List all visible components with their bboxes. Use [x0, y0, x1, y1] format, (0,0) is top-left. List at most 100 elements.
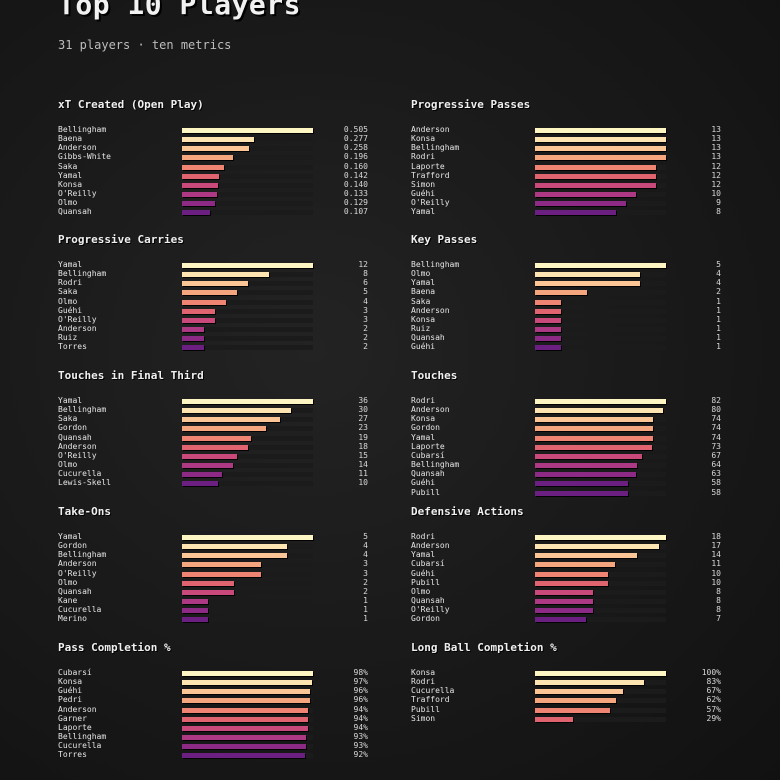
value-label: 58	[711, 478, 721, 488]
value-label: 0.277	[343, 134, 368, 144]
category-label: Anderson	[58, 324, 97, 334]
bar-row: Yamal 0.142	[58, 170, 370, 181]
value-label: 64	[711, 460, 721, 470]
value-label: 13	[711, 152, 721, 162]
value-label: 11	[711, 559, 721, 569]
category-label: Cubarsí	[411, 450, 445, 460]
bar-track	[535, 173, 666, 179]
value-label: 1	[716, 305, 721, 315]
value-label: 0.129	[343, 198, 368, 208]
bar	[182, 535, 313, 540]
value-label: 18	[358, 441, 368, 451]
bar	[535, 192, 636, 198]
category-label: Konsa	[58, 677, 83, 687]
bar-track	[535, 472, 666, 478]
bar-track	[182, 689, 313, 695]
bar-row: Olmo 4	[58, 297, 370, 307]
bar-row: Anderson 3	[58, 559, 370, 569]
bar-row: Torres 92%	[58, 750, 370, 760]
bar-row: Cubarsí 67	[411, 450, 723, 461]
value-label: 80	[711, 405, 721, 415]
bar	[182, 472, 223, 478]
bar-row: Konsa 100%	[411, 668, 723, 678]
bar-track	[535, 463, 666, 469]
bar-track	[182, 562, 313, 568]
bar	[182, 599, 209, 605]
value-label: 13	[711, 143, 721, 153]
category-label: Anderson	[58, 559, 97, 569]
bar-track	[182, 345, 313, 351]
value-label: 30	[358, 405, 368, 415]
value-label: 9	[716, 198, 721, 208]
bar-track	[182, 599, 313, 605]
bar	[535, 435, 654, 441]
bar-track	[182, 463, 313, 469]
bar-track	[182, 281, 313, 287]
bar-track	[535, 671, 666, 676]
bar-row: Guéhi 10	[411, 189, 723, 199]
bar	[182, 146, 249, 152]
page-subtitle: 31 players · ten metrics	[58, 38, 232, 52]
bar	[182, 617, 209, 623]
value-label: 27	[358, 414, 368, 424]
value-label: 93%	[353, 732, 368, 742]
bar-row: Cucurella 93%	[58, 741, 370, 751]
category-label: O'Reilly	[58, 189, 97, 199]
value-label: 36	[358, 396, 368, 405]
value-label: 2	[363, 586, 368, 596]
value-label: 23	[358, 423, 368, 433]
bar	[182, 571, 261, 577]
value-label: 0.107	[343, 207, 368, 217]
value-label: 57%	[706, 704, 721, 714]
category-label: Quansah	[411, 469, 445, 479]
value-label: 0.142	[343, 170, 368, 180]
category-label: Yamal	[411, 550, 436, 560]
category-label: Anderson	[411, 125, 450, 134]
bar-row: Saka 27	[58, 414, 370, 424]
bar-track	[182, 137, 313, 143]
bar-track	[535, 698, 666, 704]
bar	[535, 599, 594, 605]
bar	[182, 725, 308, 731]
bar	[535, 589, 594, 595]
bar	[182, 453, 237, 459]
bar	[182, 562, 261, 568]
bar	[182, 128, 313, 133]
bar	[182, 744, 307, 750]
category-label: Anderson	[58, 143, 97, 153]
bar	[535, 336, 562, 342]
value-label: 14	[711, 550, 721, 560]
bar	[182, 201, 216, 207]
bar-row: Guéhi 58	[411, 478, 723, 488]
bar-track	[182, 580, 313, 586]
category-label: Rodri	[411, 396, 436, 405]
value-label: 17	[711, 541, 721, 551]
bar	[182, 290, 237, 296]
value-label: 3	[363, 305, 368, 315]
value-label: 1	[716, 314, 721, 324]
bar-track	[535, 571, 666, 577]
bar	[535, 716, 573, 722]
bar	[182, 308, 215, 314]
category-label: Olmo	[411, 586, 431, 596]
bar	[535, 490, 628, 496]
bar-track	[182, 444, 313, 450]
category-label: Guéhi	[58, 686, 83, 696]
category-label: Yamal	[411, 207, 436, 217]
value-label: 96%	[353, 695, 368, 705]
bar-track	[182, 725, 313, 731]
bar-row: Saka 0.160	[58, 162, 370, 172]
category-label: Bellingham	[58, 269, 107, 279]
value-label: 10	[358, 478, 368, 488]
category-label: Trafford	[411, 170, 450, 180]
bar	[182, 735, 307, 741]
bar-row: Rodri 83%	[411, 677, 723, 687]
bar-row: Trafford 62%	[411, 695, 723, 705]
bar-track	[535, 327, 666, 333]
bar-row: Gibbs-White 0.196	[58, 152, 370, 162]
bar-row: Anderson 94%	[58, 705, 370, 715]
bar	[535, 201, 626, 207]
bar-row: Pubill 57%	[411, 704, 723, 715]
category-label: O'Reilly	[411, 605, 450, 615]
bar	[182, 481, 219, 487]
